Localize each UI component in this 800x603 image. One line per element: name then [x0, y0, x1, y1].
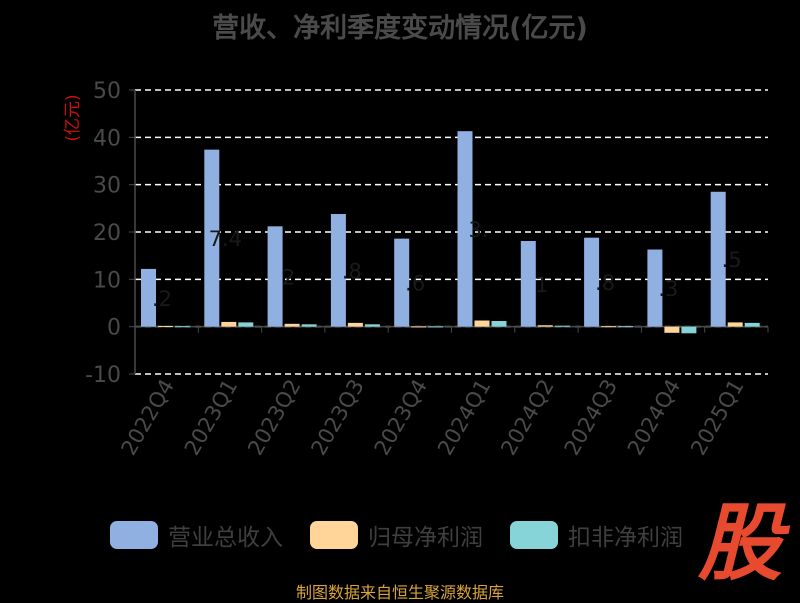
legend-item-deducted-profit[interactable]: 扣非净利润 [510, 518, 683, 552]
data-label: .3 [658, 277, 678, 301]
legend-label-deducted-profit: 扣非净利润 [568, 525, 683, 551]
legend-swatch-revenue [110, 521, 158, 549]
bar-deducted-profit [744, 322, 760, 327]
y-tick-label: 30 [93, 174, 121, 199]
legend-swatch-deducted-profit [510, 521, 558, 549]
bar-net-profit [411, 326, 427, 328]
brand-logo: 股 [697, 494, 782, 592]
x-tick-label: 2024Q4 [623, 375, 685, 459]
bar-revenue [330, 214, 346, 327]
bar-net-profit [221, 321, 237, 327]
bar-net-profit [537, 325, 553, 327]
bar-revenue [647, 249, 663, 327]
bar-revenue [394, 238, 410, 327]
bar-revenue [204, 149, 220, 327]
data-label: .2 [152, 287, 172, 311]
bar-net-profit [664, 326, 680, 333]
y-tick-label: -10 [85, 363, 121, 388]
x-tick-label: 2022Q4 [117, 375, 179, 459]
data-label: 3. [468, 218, 488, 242]
y-tick-label: 50 [93, 79, 121, 104]
legend-swatch-net-profit [310, 521, 358, 549]
bar-deducted-profit [428, 326, 444, 328]
bar-net-profit [347, 322, 363, 327]
y-tick-label: 20 [93, 221, 121, 246]
legend-label-revenue: 营业总收入 [168, 525, 283, 551]
bar-deducted-profit [618, 326, 634, 328]
bar-revenue [710, 191, 726, 327]
data-labels: .2 7.4 2 .8 .6 3. 1 .8 .3 .5 [152, 218, 742, 311]
data-label: .8 [342, 259, 362, 283]
bar-net-profit [284, 323, 300, 327]
data-label: .5 [722, 248, 742, 272]
bars [141, 131, 760, 334]
bar-revenue [457, 131, 473, 327]
source-footer: 制图数据来自恒生聚源数据库 [295, 583, 504, 602]
bar-revenue [141, 268, 156, 327]
bar-net-profit [727, 322, 743, 327]
bar-revenue [584, 237, 600, 327]
bar-revenue [267, 226, 283, 327]
x-tick-label: 2025Q1 [686, 375, 748, 459]
bar-deducted-profit [681, 326, 697, 334]
legend-item-net-profit[interactable]: 归母净利润 [310, 518, 483, 552]
legend: 营业总收入 归母净利润 扣非净利润 [0, 518, 800, 554]
bar-revenue [520, 240, 536, 327]
x-tick-label: 2023Q4 [370, 375, 432, 459]
bar-deducted-profit [491, 320, 507, 327]
y-tick-label: 10 [93, 268, 121, 293]
legend-item-revenue[interactable]: 营业总收入 [110, 518, 283, 552]
x-tick-label: 2024Q3 [560, 375, 622, 459]
bar-net-profit [601, 326, 617, 328]
data-label: 1 [535, 273, 548, 297]
bar-deducted-profit [238, 322, 254, 327]
chart-title: 营收、净利季度变动情况(亿元) [212, 13, 588, 44]
x-tick-label: 2023Q3 [306, 375, 368, 459]
bar-net-profit [158, 325, 173, 327]
data-label: 2 [282, 265, 295, 289]
bar-net-profit [474, 320, 490, 327]
bar-deducted-profit [364, 324, 380, 327]
y-tick-label: 40 [93, 126, 121, 151]
bar-deducted-profit [175, 326, 190, 328]
y-axis-label: (亿元) [63, 94, 83, 141]
data-label: .6 [405, 272, 425, 296]
legend-label-net-profit: 归母净利润 [368, 525, 483, 551]
x-tick-label: 2023Q2 [243, 375, 305, 459]
y-tick-label: 0 [107, 316, 121, 341]
x-tick-label: 2023Q1 [180, 375, 242, 459]
bar-deducted-profit [554, 325, 570, 327]
data-label: .8 [595, 271, 615, 295]
x-tick-label: 2024Q1 [433, 375, 495, 459]
x-tick-label: 2024Q2 [496, 375, 558, 459]
data-label: 7.4 [209, 227, 242, 251]
bar-deducted-profit [301, 324, 317, 327]
